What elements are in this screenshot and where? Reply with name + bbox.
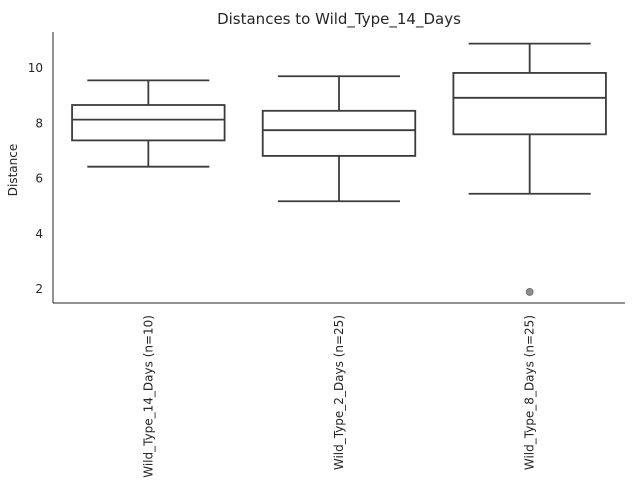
y-axis-label: Distance — [6, 144, 20, 196]
y-tick-label: 8 — [35, 116, 43, 130]
x-ticks: Wild_Type_14_Days (n=10) Wild_Type_2_Days… — [141, 315, 536, 478]
axes — [52, 32, 625, 304]
y-tick-label: 10 — [28, 61, 43, 75]
box-group — [452, 42, 607, 296]
x-tick-label: Wild_Type_14_Days (n=10) — [141, 315, 155, 478]
boxes — [71, 42, 607, 296]
outlier-point — [525, 288, 534, 296]
chart-title: Distances to Wild_Type_14_Days — [217, 10, 461, 29]
y-tick-label: 2 — [35, 282, 43, 296]
y-ticks: 2 4 6 8 10 — [28, 61, 43, 296]
box-iqr — [261, 109, 417, 157]
x-tick-label: Wild_Type_8_Days (n=25) — [523, 315, 537, 470]
box-group — [71, 79, 226, 168]
box-iqr — [452, 72, 607, 136]
box-iqr — [71, 104, 226, 142]
y-tick-label: 6 — [35, 172, 43, 186]
y-tick-label: 4 — [35, 227, 43, 241]
box-group — [261, 75, 417, 203]
x-tick-label: Wild_Type_2_Days (n=25) — [332, 315, 346, 470]
